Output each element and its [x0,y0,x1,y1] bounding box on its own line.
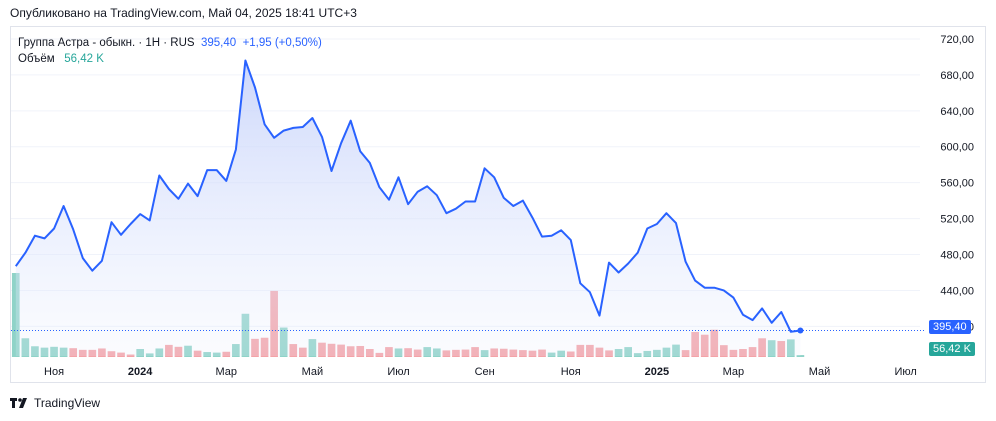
price-badge: 395,40 [929,320,971,334]
y-tick-label: 480,00 [940,250,974,262]
x-tick-label: Ноя [561,366,581,378]
volume-bar [796,355,805,357]
x-tick-label: Июл [894,366,916,378]
brand-name: TradingView [34,396,101,410]
y-tick-label: 560,00 [940,178,974,190]
y-axis: 720,00 680,00 640,00 600,00 560,00 520,00 480,… [940,34,974,333]
x-axis: Ноя 2024 Мар Май Июл Сен Ноя 2025 Мар Май Июл [44,366,917,378]
current-price: 395,40 [200,37,237,49]
x-tick-label: Мар [723,366,745,378]
volume-label[interactable]: Объём [18,53,55,65]
price-change: +1,95 (+0,50%) [242,37,322,49]
y-tick-label: 520,00 [940,214,974,226]
legend: Группа Астра - обыкн. · 1Н · RUS 395,40 … [18,35,322,67]
volume-badge: 56,42 K [929,342,975,356]
x-tick-label: Июл [387,366,409,378]
last-price-dot [797,327,804,334]
x-tick-label: Май [302,366,324,378]
x-tick-label: 2025 [645,366,669,378]
volume-bar [11,273,20,357]
x-tick-label: 2024 [128,366,153,378]
x-tick-label: Май [809,366,831,378]
y-tick-label: 720,00 [940,34,974,46]
published-caption: Опубликовано на TradingView.com, Май 04,… [10,6,357,20]
volume-value: 56,42 K [64,53,104,65]
y-tick-label: 680,00 [940,70,974,82]
y-tick-label: 600,00 [940,142,974,154]
x-tick-label: Ноя [44,366,64,378]
chart-frame [10,26,986,383]
price-line [14,59,801,333]
y-tick-label: 640,00 [940,106,974,118]
price-area [15,60,801,356]
symbol-name[interactable]: Группа Астра - обыкн. · 1Н · RUS [18,37,195,49]
x-tick-label: Сен [475,366,495,378]
y-tick-label: 440,00 [940,285,974,297]
x-tick-label: Мар [216,366,238,378]
tradingview-logo-icon [10,398,27,408]
brand[interactable]: TradingView [10,396,100,410]
